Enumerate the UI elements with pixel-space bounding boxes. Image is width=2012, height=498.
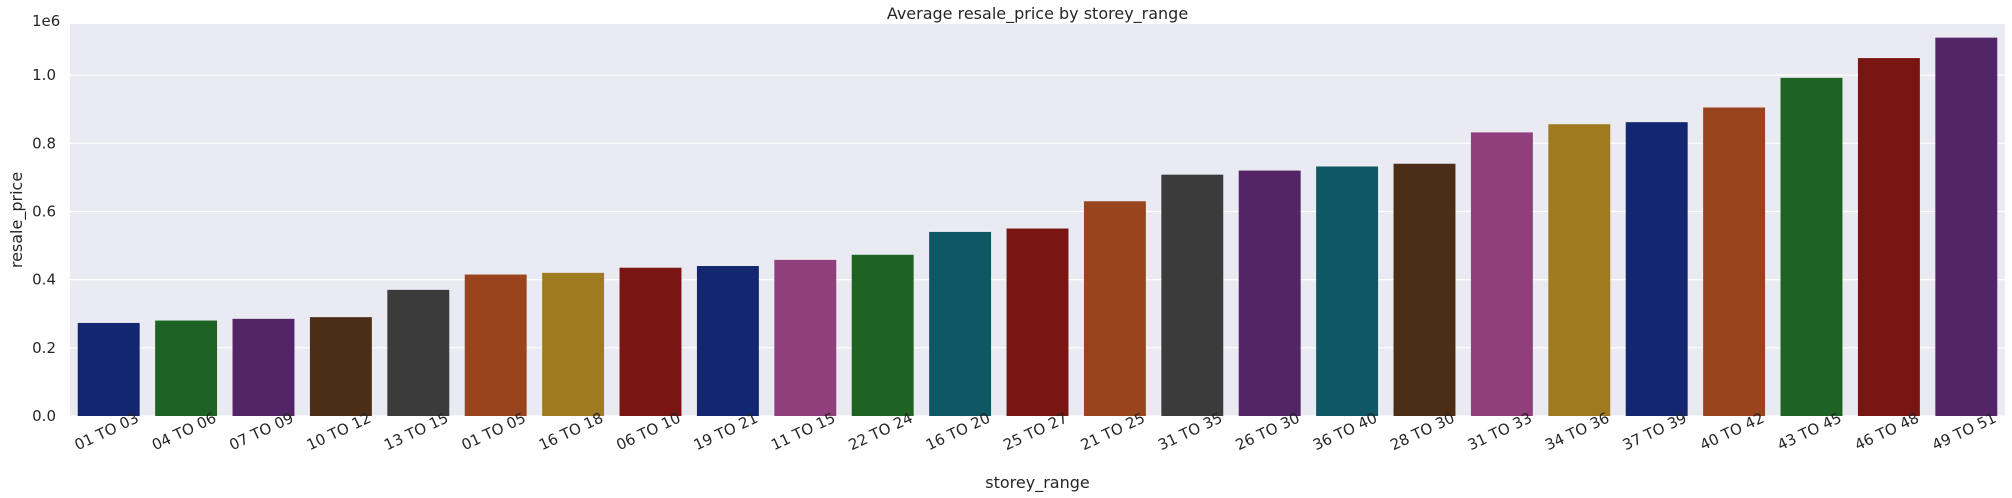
bar-21-to-25 — [1083, 201, 1146, 416]
bar-01-to-03 — [77, 322, 140, 416]
bar-11-to-15 — [774, 259, 837, 416]
bar-16-to-18 — [542, 272, 605, 416]
chart-title: Average resale_price by storey_range — [887, 4, 1188, 24]
y-tick-label: 0.6 — [32, 202, 56, 220]
bar-06-to-10 — [619, 267, 682, 416]
y-tick-label: 0.2 — [32, 339, 56, 357]
bar-25-to-27 — [1006, 228, 1069, 416]
bar-31-to-35 — [1161, 174, 1224, 416]
y-tick-label: 0.4 — [32, 271, 56, 289]
bar-07-to-09 — [232, 318, 295, 416]
bar-34-to-36 — [1548, 124, 1611, 417]
bars — [77, 37, 1998, 417]
bar-13-to-15 — [387, 289, 450, 416]
bar-49-to-51 — [1935, 37, 1998, 417]
bar-43-to-45 — [1780, 77, 1843, 416]
bar-26-to-30 — [1238, 170, 1301, 416]
y-offset-label: 1e6 — [32, 12, 60, 30]
y-tick-labels: 0.0 0.2 0.4 0.6 0.8 1.0 — [32, 66, 56, 425]
bar-16-to-20 — [929, 231, 992, 416]
bar-37-to-39 — [1625, 122, 1688, 416]
y-axis-title: resale_price — [7, 172, 27, 268]
bar-01-to-05 — [464, 274, 527, 416]
y-tick-label: 0.8 — [32, 134, 56, 152]
bar-40-to-42 — [1703, 107, 1766, 416]
bar-04-to-06 — [155, 320, 218, 416]
bar-46-to-48 — [1857, 58, 1920, 417]
bar-10-to-12 — [309, 317, 372, 416]
bar-31-to-33 — [1470, 132, 1533, 416]
bar-19-to-21 — [696, 266, 759, 416]
bar-28-to-30 — [1393, 163, 1456, 416]
y-tick-label: 0.0 — [32, 407, 56, 425]
bar-36-to-40 — [1316, 166, 1379, 416]
y-tick-label: 1.0 — [32, 66, 56, 84]
x-axis-title: storey_range — [985, 473, 1089, 493]
bar-22-to-24 — [851, 254, 914, 416]
